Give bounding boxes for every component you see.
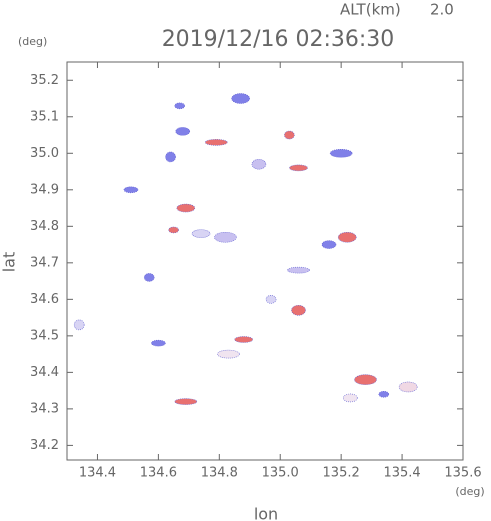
x-tick-label: 134.8 [201, 466, 238, 481]
y-tick-label: 35.2 [30, 73, 59, 88]
y-axis-label: lat [0, 252, 19, 273]
echo [175, 127, 191, 136]
y-tick-label: 35.1 [30, 109, 59, 124]
y-tick-label: 34.9 [30, 182, 59, 197]
y-tick-label: 35.0 [30, 146, 59, 161]
echo [73, 319, 85, 331]
chart-title: 2019/12/16 02:36:30 [162, 27, 395, 52]
y-tick-label: 34.3 [30, 401, 59, 416]
plot-frame [66, 61, 464, 461]
y-tick-label: 34.6 [30, 292, 59, 307]
x-tick-label: 135.6 [444, 466, 481, 481]
altitude-label: ALT(km) [340, 1, 401, 19]
echo [354, 374, 377, 385]
echo [378, 390, 390, 398]
echo [231, 93, 250, 104]
x-axis-label: lon [254, 505, 278, 521]
y-tick-label: 34.7 [30, 255, 59, 270]
y-tick-label: 34.4 [30, 365, 59, 380]
x-tick-label: 134.6 [140, 466, 177, 481]
echo [191, 229, 211, 238]
echo [168, 226, 179, 234]
echo [284, 130, 295, 140]
altitude: 2.0 [430, 1, 454, 19]
echo [321, 240, 337, 249]
echo [174, 102, 186, 110]
y-tick-label: 34.2 [30, 438, 59, 453]
echo [289, 164, 308, 172]
echo [214, 231, 237, 243]
echo [337, 231, 357, 243]
echo [342, 393, 358, 403]
echo [234, 336, 253, 343]
x-tick-label: 135.0 [262, 466, 299, 481]
echo [143, 273, 155, 282]
x-unit: (deg) [455, 485, 484, 498]
x-tick-label: 134.4 [79, 466, 116, 481]
echo [176, 203, 196, 213]
echo [123, 186, 139, 194]
y-unit: (deg) [18, 35, 47, 48]
echo [251, 158, 267, 170]
echo [265, 295, 277, 304]
echo [174, 398, 198, 405]
x-tick-label: 135.2 [323, 466, 360, 481]
echo [291, 304, 306, 316]
y-tick-label: 34.5 [30, 328, 59, 343]
echo [287, 266, 310, 274]
echo [398, 381, 418, 393]
echo [329, 148, 353, 158]
echo [165, 151, 176, 163]
echo [151, 339, 166, 347]
echo [217, 349, 240, 359]
echo [204, 139, 228, 146]
y-tick-label: 34.8 [30, 219, 59, 234]
x-tick-label: 135.4 [383, 466, 420, 481]
